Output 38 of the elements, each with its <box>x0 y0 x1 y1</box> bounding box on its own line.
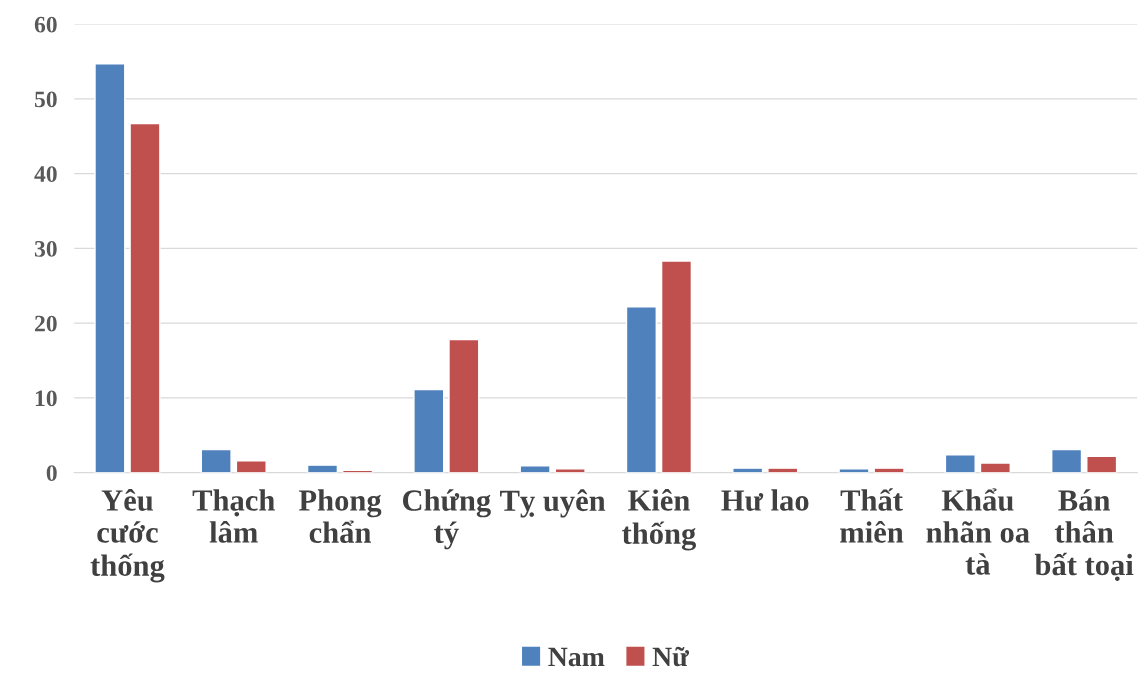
y-tick-label: 60 <box>34 16 57 33</box>
bar <box>979 462 1011 473</box>
y-tick-label: 40 <box>34 166 57 183</box>
bar <box>94 63 126 473</box>
x-tick-label: Thất miên <box>840 488 904 543</box>
x-tick-label: Tỵ uyên <box>500 489 606 518</box>
bar <box>838 468 870 473</box>
bar <box>448 338 480 473</box>
x-tick-label: Kiên thống <box>622 488 696 551</box>
x-tick-label: Thạch lâm <box>192 489 275 543</box>
x-tick-label: Yêu cước thống <box>90 488 165 583</box>
bar <box>200 448 232 473</box>
bar <box>413 388 445 473</box>
bar <box>519 465 551 473</box>
y-tick-label: 50 <box>34 91 57 108</box>
y-tick-label: 30 <box>34 240 57 257</box>
bar <box>732 467 764 473</box>
y-tick-label: 20 <box>35 315 57 332</box>
x-tick-label: Khẩu nhãn oa tà <box>926 488 1030 575</box>
x-tick-label: Bán thân bất toại <box>1034 489 1134 582</box>
x-tick-label: Hư lao <box>721 489 809 511</box>
x-tick-label: Phong chẩn <box>298 489 382 544</box>
legend-label: Nam <box>548 647 605 667</box>
bar <box>873 467 905 473</box>
legend-label: Nữ <box>652 646 690 667</box>
bar <box>554 468 586 473</box>
bar <box>625 306 657 473</box>
y-tick-label: 0 <box>46 465 57 482</box>
bar <box>306 464 339 473</box>
bar <box>660 260 693 473</box>
bar <box>944 454 976 473</box>
bar <box>235 459 267 473</box>
bar <box>1086 455 1118 473</box>
bar <box>1051 448 1083 473</box>
y-tick-label: 10 <box>35 390 57 407</box>
bar <box>767 467 799 473</box>
x-tick-label: Chứng tý <box>403 489 491 550</box>
bar <box>129 122 161 473</box>
